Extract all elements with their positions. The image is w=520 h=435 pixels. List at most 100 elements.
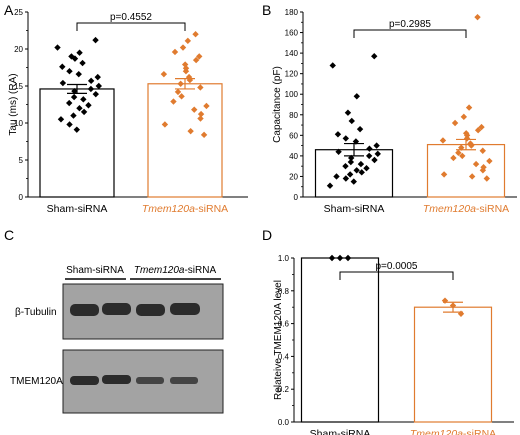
data-point bbox=[79, 59, 86, 67]
data-point bbox=[459, 152, 466, 160]
data-point bbox=[191, 106, 198, 113]
y-axis-label: Tau (ms) (RA) bbox=[8, 73, 19, 135]
data-point bbox=[457, 310, 465, 317]
data-point bbox=[342, 162, 349, 170]
data-point bbox=[87, 77, 95, 85]
data-point bbox=[348, 154, 355, 162]
data-point bbox=[71, 55, 79, 62]
p-value-annotation: p=0.2985 bbox=[389, 19, 431, 30]
blot-tubulin-label: β-Tubulin bbox=[15, 307, 57, 318]
data-point bbox=[87, 85, 95, 93]
data-point bbox=[196, 53, 203, 60]
x-tick-label: Tmem120a-siRNA bbox=[142, 203, 228, 215]
y-tick-label: 15 bbox=[14, 82, 23, 91]
data-point bbox=[479, 167, 487, 174]
x-tick-label-italic: Tmem120a bbox=[142, 203, 195, 215]
data-point bbox=[184, 37, 192, 45]
blot-tubulin-band-1 bbox=[70, 304, 99, 316]
panel-letter-c: C bbox=[4, 227, 14, 243]
x-tick-label: Sham-siRNA bbox=[324, 203, 385, 215]
data-point bbox=[59, 63, 66, 70]
x-tick-label-plain: Sham-siRNA bbox=[324, 203, 385, 215]
y-tick-label: 60 bbox=[289, 131, 298, 140]
data-point bbox=[441, 297, 449, 304]
data-point bbox=[65, 99, 73, 107]
data-point bbox=[80, 108, 88, 116]
data-point bbox=[334, 131, 342, 138]
y-tick-label: 1.0 bbox=[278, 254, 290, 263]
data-point bbox=[353, 167, 360, 174]
data-point bbox=[192, 56, 200, 64]
blot-tubulin-band-2 bbox=[102, 303, 131, 315]
y-tick-label: 5 bbox=[19, 156, 24, 165]
data-point bbox=[197, 110, 205, 118]
data-point bbox=[177, 80, 184, 87]
x-tick-label: Sham-siRNA bbox=[310, 428, 371, 435]
data-point bbox=[328, 254, 336, 262]
data-point bbox=[200, 131, 208, 139]
data-point bbox=[474, 13, 481, 21]
y-tick-label: 180 bbox=[285, 8, 299, 17]
data-point bbox=[76, 105, 83, 112]
data-point bbox=[458, 144, 465, 151]
data-point bbox=[463, 135, 471, 142]
data-point bbox=[336, 254, 344, 262]
data-point bbox=[460, 113, 468, 121]
data-point bbox=[187, 127, 194, 135]
significance-bracket bbox=[76, 22, 186, 31]
data-point bbox=[357, 160, 365, 168]
data-point bbox=[373, 142, 380, 149]
blot-group-label-suffix: -siRNA bbox=[184, 265, 216, 276]
y-tick-label: 0 bbox=[19, 193, 24, 202]
data-point bbox=[75, 70, 82, 78]
data-point bbox=[342, 175, 350, 182]
y-tick-label: 0.2 bbox=[278, 385, 290, 394]
x-tick-label: Sham-siRNA bbox=[47, 203, 108, 215]
data-point bbox=[70, 112, 77, 119]
data-point bbox=[73, 126, 80, 133]
p-value-annotation: p=0.4552 bbox=[110, 12, 152, 23]
x-tick-label-plain: Sham-siRNA bbox=[310, 428, 371, 435]
y-tick-label: 0.0 bbox=[278, 418, 290, 427]
y-tick-label: 20 bbox=[289, 172, 298, 181]
bar bbox=[39, 88, 115, 198]
blot-tmem120a-band-1 bbox=[70, 376, 99, 385]
data-point bbox=[203, 102, 210, 110]
data-point bbox=[66, 68, 73, 75]
y-tick-label: 0.4 bbox=[278, 352, 290, 361]
data-point bbox=[344, 109, 352, 116]
y-tick-label: 80 bbox=[289, 111, 298, 120]
data-point bbox=[192, 31, 199, 38]
data-point bbox=[450, 154, 457, 162]
data-point bbox=[95, 82, 102, 90]
data-point bbox=[478, 123, 485, 131]
blot-tubulin-band-3 bbox=[136, 304, 165, 316]
data-point bbox=[174, 88, 182, 96]
data-point bbox=[348, 117, 355, 125]
blot-tmem120a-label: TMEM120A bbox=[10, 376, 63, 387]
data-point bbox=[333, 173, 340, 180]
panel-letter-a: A bbox=[4, 2, 14, 18]
blot-tubulin-band-4 bbox=[170, 303, 200, 315]
data-point bbox=[352, 138, 360, 145]
data-point bbox=[350, 178, 357, 185]
x-tick-label-italic: Tmem120a bbox=[423, 203, 476, 215]
data-point bbox=[178, 93, 185, 100]
data-point bbox=[455, 149, 462, 157]
blot-tmem120a-band-3 bbox=[136, 377, 164, 384]
data-point bbox=[171, 48, 179, 56]
data-point bbox=[358, 169, 365, 176]
data-point bbox=[366, 145, 373, 152]
data-point bbox=[483, 175, 491, 182]
bar bbox=[314, 149, 394, 198]
y-tick-label: 120 bbox=[285, 70, 299, 79]
x-tick-label-plain: -siRNA bbox=[476, 203, 509, 215]
bar bbox=[300, 257, 380, 423]
data-point bbox=[57, 116, 65, 123]
y-tick-label: 25 bbox=[14, 8, 23, 17]
data-point bbox=[68, 53, 75, 60]
data-point bbox=[486, 157, 493, 165]
data-point bbox=[326, 182, 334, 189]
panel-letter-b: B bbox=[262, 2, 271, 18]
